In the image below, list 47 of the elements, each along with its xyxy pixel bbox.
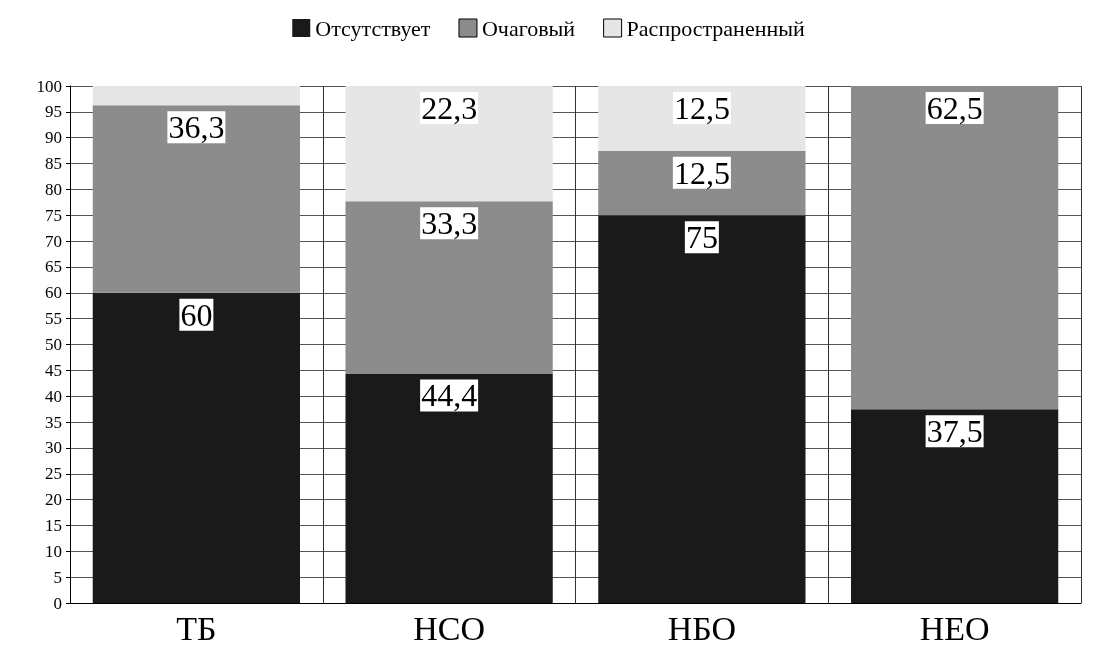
bar bbox=[851, 86, 1059, 410]
bar bbox=[345, 373, 553, 603]
data-label: 22,3 bbox=[421, 90, 478, 126]
y-tick-label: 50 bbox=[45, 335, 62, 354]
bar bbox=[851, 409, 1059, 603]
y-tick-label: 95 bbox=[45, 102, 62, 122]
data-label: 12,5 bbox=[673, 154, 730, 191]
y-tick-label: 85 bbox=[45, 154, 62, 174]
y-tick-label: 5 bbox=[53, 567, 62, 587]
y-tick-label: 45 bbox=[45, 360, 62, 380]
bar bbox=[92, 86, 300, 106]
data-label: 44,4 bbox=[421, 377, 478, 414]
data-label: 75 bbox=[685, 219, 718, 256]
bar bbox=[598, 215, 806, 603]
data-label: 62,5 bbox=[926, 90, 983, 126]
y-tick-label: 75 bbox=[45, 205, 62, 225]
y-tick-label: 90 bbox=[45, 128, 62, 148]
data-label: 60 bbox=[180, 296, 213, 333]
y-tick-label: 15 bbox=[45, 515, 62, 535]
bar bbox=[92, 105, 300, 293]
data-label: 36,3 bbox=[168, 109, 225, 146]
y-tick-label: 65 bbox=[45, 257, 62, 277]
y-tick-label: 40 bbox=[45, 386, 62, 406]
legend-label: Отсутствует bbox=[315, 15, 431, 41]
y-tick-label: 30 bbox=[45, 438, 62, 458]
data-label: 12,5 bbox=[673, 90, 730, 126]
y-tick-label: 60 bbox=[45, 283, 62, 303]
y-tick-label: 35 bbox=[45, 412, 62, 432]
data-label: 37,5 bbox=[926, 413, 983, 450]
y-tick-label: 80 bbox=[45, 179, 62, 199]
y-tick-label: 100 bbox=[36, 76, 62, 96]
x-tick-label: НЕО bbox=[919, 609, 990, 647]
y-tick-label: 25 bbox=[45, 464, 62, 484]
y-tick-label: 55 bbox=[45, 309, 62, 329]
legend-label: Очаговый bbox=[481, 15, 576, 41]
bar bbox=[345, 201, 553, 374]
x-tick-label: ТБ bbox=[176, 609, 217, 647]
y-tick-label: 70 bbox=[45, 231, 62, 251]
y-tick-label: 0 bbox=[53, 593, 62, 613]
y-tick-label: 10 bbox=[45, 541, 62, 561]
bar bbox=[345, 86, 553, 202]
x-tick-label: НБО bbox=[667, 609, 737, 647]
x-tick-label: НСО bbox=[413, 609, 486, 647]
bar bbox=[92, 292, 300, 603]
y-tick-label: 20 bbox=[45, 490, 62, 510]
legend-label: Распространенный bbox=[626, 15, 805, 41]
data-label: 33,3 bbox=[421, 205, 478, 242]
